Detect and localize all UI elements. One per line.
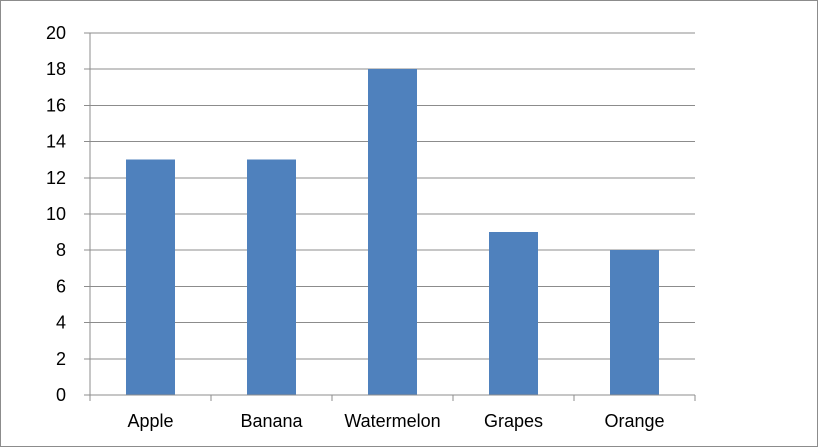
y-tick-label: 10: [46, 204, 66, 224]
x-tick-label: Watermelon: [344, 411, 440, 431]
y-tick-labels: 0 2 4 6 8 10 12 14 16 18 20: [46, 23, 66, 405]
x-tick-label: Banana: [240, 411, 303, 431]
y-tick-label: 18: [46, 59, 66, 79]
bar-banana: [247, 159, 296, 395]
x-tick-labels: Apple Banana Watermelon Grapes Orange: [127, 411, 664, 431]
y-tick-label: 12: [46, 168, 66, 188]
bars: [126, 69, 659, 395]
y-tick-label: 6: [56, 276, 66, 296]
y-tick-label: 8: [56, 240, 66, 260]
bar-apple: [126, 159, 175, 395]
y-tick-label: 16: [46, 95, 66, 115]
bar-grapes: [489, 232, 538, 395]
bar-orange: [610, 250, 659, 395]
x-tick-label: Apple: [127, 411, 173, 431]
x-tick-label: Grapes: [484, 411, 543, 431]
y-tick-label: 20: [46, 23, 66, 43]
y-tick-label: 2: [56, 349, 66, 369]
x-tick-label: Orange: [604, 411, 664, 431]
axes: [84, 32, 696, 401]
y-tick-label: 14: [46, 132, 66, 152]
bar-watermelon: [368, 69, 417, 395]
y-tick-label: 4: [56, 313, 66, 333]
y-tick-label: 0: [56, 385, 66, 405]
